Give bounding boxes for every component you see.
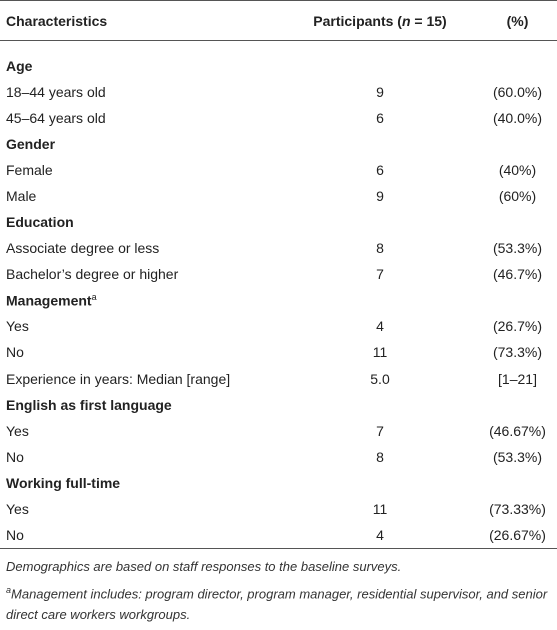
- section-row: Age: [0, 41, 557, 79]
- header-cell: Characteristics: [0, 0, 288, 41]
- cell: (40.0%): [492, 109, 543, 126]
- cell: 18–44 years old: [6, 83, 106, 100]
- data-row: Associate degree or less 8 (53.3%): [0, 235, 557, 261]
- cell: No: [6, 448, 24, 465]
- cell: Yes: [6, 318, 29, 335]
- table-body: Age 18–44 years old 9 (60.0%) 45–64 years ol…: [0, 41, 557, 549]
- cell: 8: [376, 240, 384, 257]
- cell: 9: [376, 187, 384, 204]
- header-cell: (%): [472, 0, 557, 41]
- cell: [1–21]: [498, 370, 537, 387]
- data-row: No 11 (73.3%): [0, 339, 557, 365]
- cell: (26.7%): [492, 318, 543, 335]
- footnote-text: Demographics are based on staff response…: [6, 559, 402, 574]
- data-row: Yes 4 (26.7%): [0, 313, 557, 339]
- section-title: Education: [6, 214, 74, 231]
- section-cell: English as first language: [0, 392, 557, 418]
- section-title: Management: [6, 292, 92, 309]
- cell: (53.3%): [492, 240, 543, 257]
- cell: (46.7%): [492, 266, 543, 283]
- header-cell: Participants (n = 15): [288, 0, 472, 41]
- cell: Associate degree or less: [6, 240, 160, 257]
- section-row: Working full-time: [0, 470, 557, 496]
- data-row: Male 9 (60%): [0, 183, 557, 209]
- section-cell: Gender: [0, 131, 557, 157]
- table-header: Characteristics Participants (n = 15) (%…: [0, 0, 557, 41]
- cell: 4: [376, 318, 384, 335]
- cell: Bachelor’s degree or higher: [6, 266, 179, 283]
- section-row: Managementa: [0, 287, 557, 313]
- cell: 7: [376, 422, 384, 439]
- note-mark: a: [91, 291, 97, 302]
- cell: (73.3%): [492, 344, 543, 361]
- cell: 11: [372, 344, 388, 361]
- cell: Yes: [6, 501, 29, 518]
- data-row: Bachelor’s degree or higher 7 (46.7%): [0, 261, 557, 287]
- cell: Male: [6, 187, 37, 204]
- data-row: Yes 11 (73.33%): [0, 496, 557, 522]
- cell: (60%): [498, 187, 537, 204]
- section-row: Gender: [0, 131, 557, 157]
- data-row: No 4 (26.67%): [0, 522, 557, 549]
- header-italic: n: [401, 12, 411, 29]
- demographics-table: Characteristics Participants (n = 15) (%…: [0, 0, 557, 549]
- cell: 6: [376, 161, 384, 178]
- cell: Yes: [6, 422, 29, 439]
- cell: (46.67%): [489, 422, 546, 439]
- cell: 7: [376, 266, 384, 283]
- section-row: English as first language: [0, 392, 557, 418]
- cell: 8: [376, 448, 384, 465]
- cell: 6: [376, 109, 384, 126]
- data-row: Experience in years: Median [range] 5.0 [1…: [0, 366, 557, 392]
- section-cell: Education: [0, 209, 557, 235]
- header-text: = 15): [410, 12, 447, 29]
- footnote: Demographics are based on staff response…: [6, 556, 551, 577]
- cell: 45–64 years old: [6, 109, 106, 126]
- cell: No: [0, 522, 288, 549]
- footnotes: Demographics are based on staff response…: [6, 556, 551, 628]
- header-row: Characteristics Participants (n = 15) (%…: [0, 0, 557, 41]
- footnote-mark: a: [6, 585, 12, 595]
- section-cell: Managementa: [0, 287, 557, 313]
- data-row: 45–64 years old 6 (40.0%): [0, 105, 557, 131]
- cell: (40%): [498, 161, 537, 178]
- header-text: Participants (: [313, 12, 402, 29]
- cell: Female: [6, 161, 53, 178]
- section-row: Education: [0, 209, 557, 235]
- section-title: Working full-time: [6, 474, 121, 491]
- cell: 5.0: [370, 370, 390, 387]
- section-title: Age: [6, 57, 33, 74]
- data-row: Female 6 (40%): [0, 157, 557, 183]
- section-title: English as first language: [6, 396, 172, 413]
- cell: 9: [376, 83, 384, 100]
- data-row: Yes 7 (46.67%): [0, 418, 557, 444]
- section-cell: Working full-time: [0, 470, 557, 496]
- footnote: aManagement includes: program director, …: [6, 580, 551, 625]
- data-row: 18–44 years old 9 (60.0%): [0, 79, 557, 105]
- cell: 11: [372, 501, 388, 518]
- data-row: No 8 (53.3%): [0, 444, 557, 470]
- section-cell: Age: [0, 41, 557, 79]
- cell: Experience in years: Median [range]: [6, 370, 231, 387]
- cell: No: [6, 344, 24, 361]
- cell: (26.67%): [472, 522, 557, 549]
- cell: 4: [288, 522, 472, 549]
- footnote-text: Management includes: program director, p…: [6, 586, 548, 623]
- section-title: Gender: [6, 135, 56, 152]
- cell: (53.3%): [492, 448, 543, 465]
- cell: (73.33%): [489, 501, 546, 518]
- cell: (60.0%): [492, 83, 543, 100]
